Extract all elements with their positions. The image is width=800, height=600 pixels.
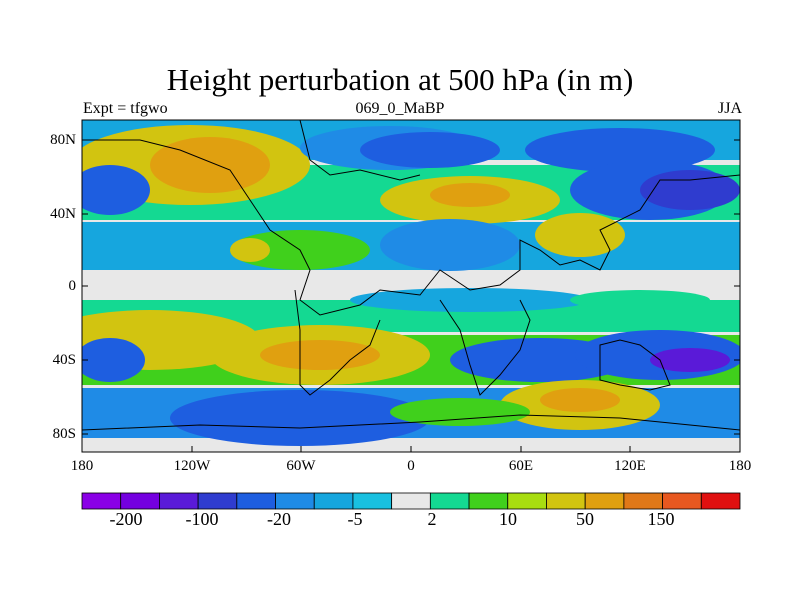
lat-ticks <box>82 139 740 435</box>
colorbar-label: 10 <box>499 509 517 529</box>
colorbar-swatch <box>313 492 354 510</box>
colorbar <box>81 492 741 510</box>
colorbar-label: -100 <box>185 509 219 529</box>
colorbar-swatch <box>623 492 663 510</box>
colorbar-label: -5 <box>347 509 363 529</box>
colorbar-swatch <box>507 492 547 510</box>
lat-label-0: 0 <box>68 278 77 294</box>
colorbar-swatch <box>546 492 586 510</box>
lon-label-120w: 120W <box>173 458 211 474</box>
colorbar-swatch <box>197 492 238 510</box>
colorbar-swatch <box>236 492 276 510</box>
colorbar-label: 150 <box>647 509 675 529</box>
season-label: JJA <box>717 100 742 117</box>
colorbar-swatch <box>429 492 470 510</box>
colorbar-swatch <box>275 492 315 510</box>
colorbar-label: 50 <box>576 509 594 529</box>
colorbar-swatch <box>662 492 702 510</box>
colorbar-swatch <box>391 492 431 510</box>
lon-ticks <box>81 446 741 452</box>
lon-label-120e: 120E <box>614 458 646 474</box>
colorbar-swatch <box>159 492 199 510</box>
colorbar-swatch <box>700 492 741 510</box>
lon-label-60e: 60E <box>508 458 534 474</box>
period-label: 069_0_MaBP <box>355 100 445 117</box>
height-field <box>82 120 740 452</box>
colorbar-label: 2 <box>427 509 437 529</box>
chart-title: Height perturbation at 500 hPa (in m) <box>166 62 634 97</box>
lon-label-0: 0 <box>407 458 415 474</box>
colorbar-label: -200 <box>109 509 143 529</box>
lon-label-180w: 180 <box>70 458 94 474</box>
lon-label-60w: 60W <box>286 458 316 474</box>
lat-label-80n: 80N <box>50 132 76 148</box>
lat-label-40s: 40S <box>52 352 76 368</box>
colorbar-swatch <box>120 492 160 510</box>
colorbar-swatch <box>584 492 625 510</box>
coastlines <box>82 120 740 431</box>
experiment-label: Expt = tfgwo <box>83 100 168 117</box>
colorbar-swatch <box>352 492 393 510</box>
colorbar-label: -20 <box>267 509 291 529</box>
colorbar-swatch <box>468 492 509 510</box>
lat-label-80s: 80S <box>52 426 76 442</box>
colorbar-swatch <box>81 492 122 510</box>
lat-label-40n: 40N <box>50 206 76 222</box>
lon-label-180e: 180 <box>728 458 752 474</box>
